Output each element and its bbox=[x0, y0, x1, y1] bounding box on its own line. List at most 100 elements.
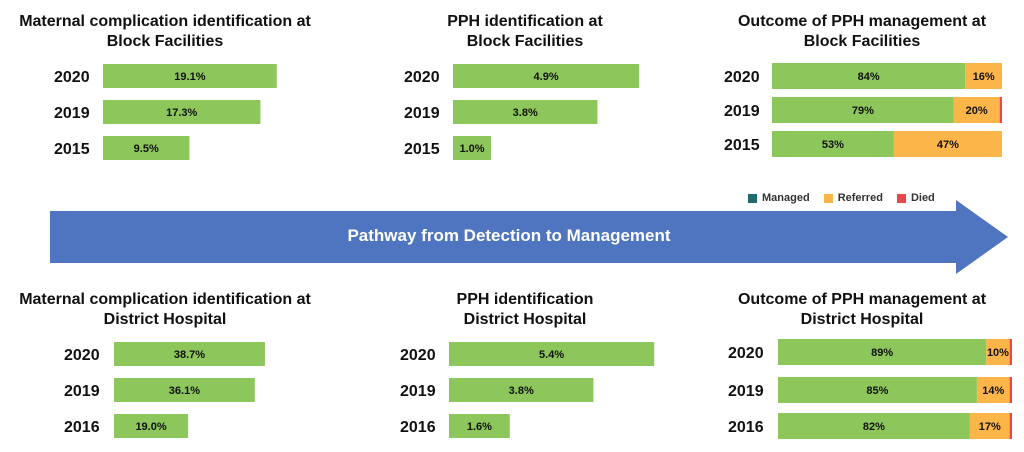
legend: Managed Referred Died bbox=[748, 192, 935, 204]
bar bbox=[453, 100, 598, 124]
data-label: 53% bbox=[822, 139, 844, 151]
category-label: 2015 bbox=[404, 141, 440, 158]
chart-title-line: Outcome of PPH management at bbox=[737, 13, 987, 30]
data-label: 3.8% bbox=[513, 107, 538, 119]
data-label: 9.5% bbox=[134, 143, 159, 155]
bar-chart: 2020 38.7% 2019 36.1% 2016 19.0% bbox=[64, 342, 265, 438]
category-label: 2019 bbox=[404, 105, 440, 122]
category-label: 2016 bbox=[400, 419, 436, 436]
chart-title-line: District Hospital bbox=[800, 311, 924, 328]
category-label: 2020 bbox=[404, 69, 440, 86]
chart-title: PPH identification District Hospital bbox=[380, 290, 670, 330]
bar-segment-referred bbox=[953, 97, 1000, 123]
category-label: 2020 bbox=[64, 347, 100, 364]
pathway-arrow bbox=[50, 200, 1008, 274]
data-label: 4.9% bbox=[534, 71, 559, 83]
data-label: 85% bbox=[866, 385, 888, 397]
chart-title-line: Maternal complication identification at bbox=[19, 291, 311, 308]
data-label: 19.0% bbox=[135, 421, 166, 433]
category-label: 2015 bbox=[54, 141, 90, 158]
chart-title-line: District Hospital bbox=[463, 311, 587, 328]
category-label: 2019 bbox=[728, 383, 764, 400]
chart-title-line: PPH identification at bbox=[447, 13, 603, 30]
bar bbox=[453, 136, 491, 160]
stacked-bar-chart: 2020 89% 10% 2019 85% 14% 2016 82% 17% bbox=[728, 339, 1012, 439]
bar bbox=[114, 378, 255, 402]
legend-swatch-referred bbox=[823, 193, 833, 203]
bar bbox=[114, 342, 265, 366]
category-label: 2016 bbox=[728, 419, 764, 436]
chart-panel-5: Outcome of PPH management at District Ho… bbox=[700, 282, 1024, 452]
bar-segment-referred bbox=[965, 63, 1002, 89]
chart-title-line: Outcome of PPH management at bbox=[737, 291, 987, 308]
chart-title: Maternal complication identification at … bbox=[0, 290, 330, 330]
chart-title: Outcome of PPH management at District Ho… bbox=[700, 290, 1024, 330]
legend-item: Referred bbox=[823, 192, 883, 204]
chart-title-line: PPH identification bbox=[456, 291, 594, 308]
chart-title-line: Block Facilities bbox=[106, 33, 224, 50]
chart-title-line: Maternal complication identification at bbox=[19, 13, 311, 30]
data-label: 84% bbox=[858, 71, 880, 83]
category-label: 2020 bbox=[728, 345, 764, 362]
category-label: 2016 bbox=[64, 419, 100, 436]
legend-item: Managed bbox=[748, 192, 810, 204]
bar-segment-referred bbox=[986, 339, 1010, 365]
chart-panel-4: PPH identification District Hospital 202… bbox=[380, 282, 670, 452]
pathway-arrow-label: Pathway from Detection to Management bbox=[347, 226, 671, 245]
chart-title-line: Block Facilities bbox=[466, 33, 584, 50]
bar-segment-managed bbox=[778, 339, 987, 365]
bar bbox=[114, 414, 189, 438]
data-label: 36.1% bbox=[169, 385, 200, 397]
data-label: 3.8% bbox=[509, 385, 534, 397]
bar-segment-died bbox=[1009, 377, 1012, 403]
chart-panel-3: Maternal complication identification at … bbox=[0, 282, 330, 452]
data-label: 5.4% bbox=[539, 349, 564, 361]
bar-segment-died bbox=[1009, 339, 1012, 365]
bar-chart: 2020 4.9% 2019 3.8% 2015 1.0% bbox=[404, 64, 640, 160]
bar-segment-managed bbox=[772, 97, 954, 123]
data-label: 16% bbox=[973, 71, 995, 83]
bar-segment-referred bbox=[976, 377, 1010, 403]
chart-title-line: Block Facilities bbox=[803, 33, 921, 50]
bar bbox=[449, 414, 510, 438]
bar bbox=[103, 64, 277, 88]
data-label: 17% bbox=[979, 421, 1001, 433]
data-label: 14% bbox=[982, 385, 1004, 397]
data-label: 17.3% bbox=[166, 107, 197, 119]
data-label: 1.6% bbox=[467, 421, 492, 433]
chart-title: Outcome of PPH management at Block Facil… bbox=[700, 12, 1024, 52]
bar-segment-referred bbox=[893, 131, 1002, 157]
data-label: 89% bbox=[871, 347, 893, 359]
category-label: 2020 bbox=[724, 69, 760, 86]
bar-segment-managed bbox=[772, 63, 966, 89]
legend-item: Died bbox=[896, 192, 935, 204]
legend-swatch-managed bbox=[748, 193, 757, 203]
category-label: 2019 bbox=[64, 383, 100, 400]
data-label: 82% bbox=[863, 421, 885, 433]
data-label: 38.7% bbox=[174, 349, 205, 361]
bar-segment-managed bbox=[772, 131, 894, 157]
bar-segment-managed bbox=[778, 377, 977, 403]
bar-segment-died bbox=[999, 97, 1002, 123]
data-label: 1.0% bbox=[459, 143, 484, 155]
data-label: 47% bbox=[937, 139, 959, 151]
bar-chart: 2020 19.1% 2019 17.3% 2015 9.5% bbox=[54, 64, 277, 160]
bar-chart: 2020 5.4% 2019 3.8% 2016 1.6% bbox=[400, 342, 655, 438]
legend-label: Died bbox=[910, 192, 935, 204]
legend-label: Referred bbox=[837, 192, 883, 204]
category-label: 2015 bbox=[724, 137, 760, 154]
chart-title: PPH identification at Block Facilities bbox=[380, 12, 670, 52]
data-label: 19.1% bbox=[174, 71, 205, 83]
bar bbox=[453, 64, 640, 88]
chart-panel-2: Outcome of PPH management at Block Facil… bbox=[700, 0, 1024, 170]
category-label: 2019 bbox=[724, 103, 760, 120]
chart-title-line: District Hospital bbox=[103, 311, 227, 328]
bar bbox=[449, 378, 594, 402]
stacked-bar-chart: 2020 84% 16% 2019 79% 20% 2015 53% 47% bbox=[724, 63, 1002, 157]
chart-title: Maternal complication identification at … bbox=[0, 12, 330, 52]
data-label: 79% bbox=[852, 105, 874, 117]
category-label: 2019 bbox=[400, 383, 436, 400]
bar-segment-referred bbox=[969, 413, 1010, 439]
category-label: 2020 bbox=[54, 69, 90, 86]
category-label: 2019 bbox=[54, 105, 90, 122]
